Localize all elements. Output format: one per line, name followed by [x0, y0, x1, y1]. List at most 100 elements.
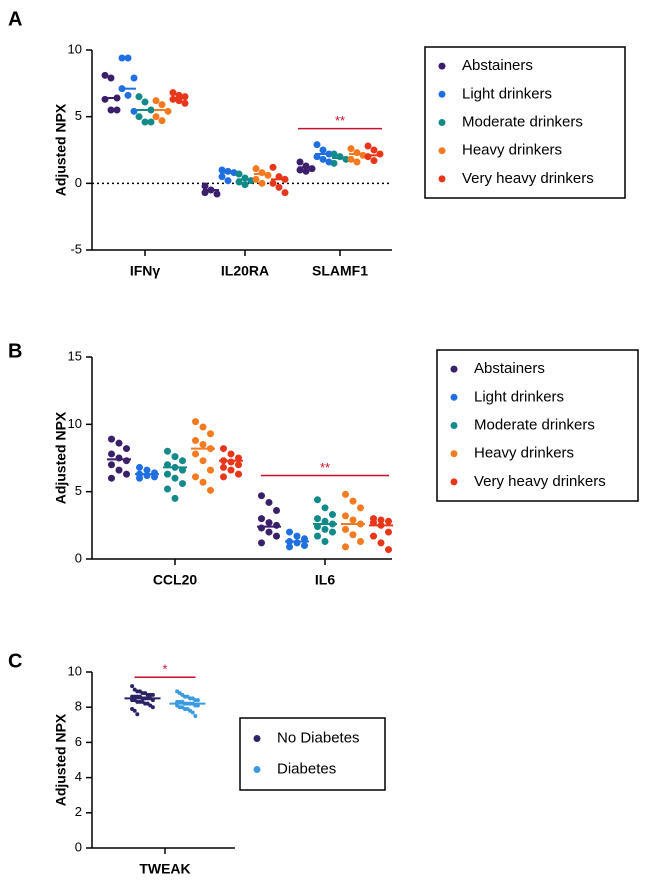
data-point [273, 507, 280, 515]
legend-label: Moderate drinkers [474, 416, 595, 433]
data-point [353, 149, 361, 157]
data-point [123, 470, 130, 478]
data-point [347, 145, 355, 153]
data-point [385, 546, 392, 554]
data-point [258, 169, 266, 177]
data-point [364, 153, 372, 161]
data-point [264, 171, 272, 179]
data-point [158, 117, 166, 125]
data-point [336, 153, 344, 161]
legend-label: Abstainers [474, 360, 545, 377]
legend-label: Abstainers [462, 57, 533, 74]
data-point [199, 478, 207, 486]
data-point [118, 54, 126, 62]
data-point [224, 177, 232, 185]
data-point [108, 450, 115, 458]
data-point [302, 167, 310, 175]
data-point [385, 517, 392, 525]
data-point [136, 474, 143, 482]
legend-marker [438, 119, 446, 126]
panel-label: A [8, 8, 22, 30]
data-point [115, 466, 123, 474]
data-point [113, 106, 121, 114]
data-point [370, 532, 377, 540]
y-axis-label: Adjusted NPX [53, 713, 69, 806]
x-tick-label: IL20RA [221, 263, 269, 279]
data-point [269, 163, 277, 171]
data-point [330, 159, 338, 167]
significance-label: ** [335, 113, 345, 128]
y-tick-label: 0 [75, 175, 82, 190]
data-point [252, 165, 260, 173]
data-point [192, 450, 199, 458]
data-point [258, 524, 265, 532]
data-point [207, 430, 214, 438]
data-point [150, 705, 155, 710]
data-point [314, 515, 321, 523]
legend-marker [450, 422, 458, 429]
data-point [273, 521, 280, 529]
data-point [132, 708, 137, 713]
data-point [152, 113, 160, 121]
legend-label: Light drinkers [474, 388, 564, 405]
data-point [220, 445, 227, 453]
data-point [193, 714, 198, 718]
data-point [107, 74, 115, 82]
data-point [141, 118, 149, 126]
data-point [158, 101, 166, 109]
data-point [342, 490, 349, 498]
data-point [115, 439, 123, 447]
data-point [199, 423, 207, 431]
data-point [190, 710, 195, 715]
significance-label: * [162, 662, 167, 677]
data-point [376, 150, 384, 158]
data-point [135, 93, 143, 101]
data-point [143, 466, 151, 474]
data-point [258, 179, 266, 187]
data-point [213, 190, 221, 198]
y-tick-label: 6 [75, 734, 82, 749]
data-point [293, 532, 301, 540]
data-point [342, 512, 349, 520]
data-point [192, 418, 199, 426]
data-point [123, 445, 130, 453]
x-tick-label: TWEAK [139, 861, 190, 877]
legend-marker [438, 147, 446, 155]
legend-marker [450, 393, 458, 401]
data-point [124, 54, 132, 62]
data-point [108, 435, 115, 443]
data-point [314, 532, 321, 540]
data-point [321, 525, 329, 533]
data-point [201, 182, 209, 190]
data-point [313, 141, 321, 149]
data-point [258, 515, 265, 523]
data-point [207, 486, 214, 494]
data-point [258, 539, 265, 547]
data-point [108, 461, 115, 469]
data-point [150, 692, 155, 697]
data-point [321, 537, 329, 545]
y-tick-label: 2 [75, 804, 82, 819]
significance-label: ** [320, 460, 330, 475]
legend-marker [450, 365, 458, 373]
data-point [179, 457, 186, 465]
legend-label: Very heavy drinkers [474, 473, 606, 490]
data-point [115, 454, 123, 462]
data-point [130, 74, 138, 82]
data-point [265, 528, 273, 536]
data-point [273, 532, 280, 540]
data-point [130, 684, 135, 689]
legend-label: Light drinkers [462, 85, 552, 102]
data-point [207, 466, 214, 474]
data-point [235, 461, 242, 469]
data-point [143, 472, 151, 480]
data-point [342, 543, 349, 551]
data-point [107, 106, 115, 114]
data-point [218, 173, 226, 181]
data-point [136, 463, 143, 471]
data-point [357, 537, 364, 545]
legend-label: Heavy drinkers [462, 142, 562, 159]
data-point [227, 458, 235, 466]
data-point [101, 95, 109, 103]
